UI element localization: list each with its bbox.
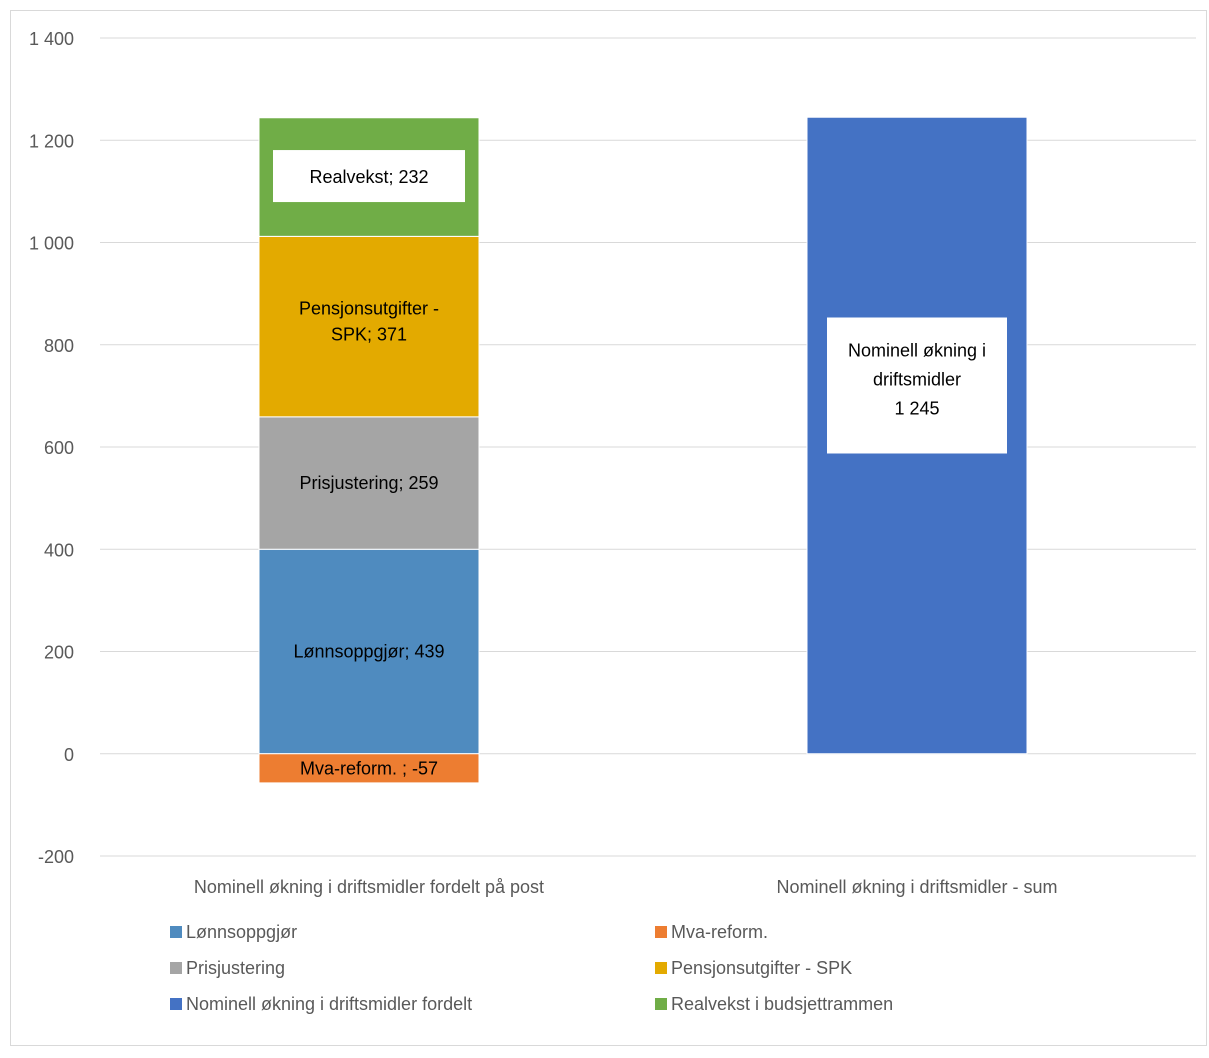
- legend-entry: Nominell økning i driftsmidler fordelt: [186, 994, 472, 1014]
- bar-segment: [258, 548, 480, 755]
- y-tick-label: 1 400: [29, 29, 74, 49]
- bar-segment: [258, 753, 480, 784]
- legend: Lønnsoppgjør Mva-reform. Prisjustering Pens…: [170, 922, 893, 1014]
- bar-segment: [258, 235, 480, 418]
- legend-swatch: [655, 926, 667, 938]
- y-tick-label: -200: [38, 847, 74, 867]
- y-tick-label: 0: [64, 745, 74, 765]
- y-axis-ticks: -200 0 200 400 600 800 1 000 1 200 1 400: [29, 29, 74, 867]
- data-label-box: [827, 317, 1007, 454]
- data-label-box: [273, 150, 465, 203]
- data-label: Realvekst; 232: [309, 167, 428, 187]
- data-label: Pensjonsutgifter -SPK; 371: [299, 299, 439, 345]
- data-label: Prisjustering; 259: [299, 473, 438, 493]
- data-label: Lønnsoppgjør; 439: [293, 642, 444, 662]
- legend-swatch: [655, 998, 667, 1010]
- legend-entry: Lønnsoppgjør: [186, 922, 297, 942]
- y-tick-label: 200: [44, 643, 74, 663]
- y-tick-label: 800: [44, 336, 74, 356]
- category-labels: Nominell økning i driftsmidler fordelt p…: [194, 877, 1058, 897]
- legend-swatch: [655, 962, 667, 974]
- y-tick-label: 600: [44, 438, 74, 458]
- y-tick-label: 1 000: [29, 234, 74, 254]
- legend-swatch: [170, 998, 182, 1010]
- data-labels: Lønnsoppgjør; 439 Mva-reform. ; -57 Prisju…: [273, 150, 1007, 778]
- data-label: Mva-reform. ; -57: [300, 758, 438, 778]
- y-tick-label: 400: [44, 540, 74, 560]
- legend-entry: Pensjonsutgifter - SPK: [671, 958, 852, 978]
- legend-swatch: [170, 962, 182, 974]
- category-label: Nominell økning i driftsmidler - sum: [776, 877, 1057, 897]
- chart-frame: [10, 10, 1207, 1046]
- legend-entry: Mva-reform.: [671, 922, 768, 942]
- legend-entry: Realvekst i budsjettrammen: [671, 994, 893, 1014]
- data-label: Nominell økning i driftsmidler 1 245: [848, 340, 986, 418]
- legend-entry: Prisjustering: [186, 958, 285, 978]
- category-label: Nominell økning i driftsmidler fordelt p…: [194, 877, 544, 897]
- legend-swatch: [170, 926, 182, 938]
- y-tick-label: 1 200: [29, 131, 74, 151]
